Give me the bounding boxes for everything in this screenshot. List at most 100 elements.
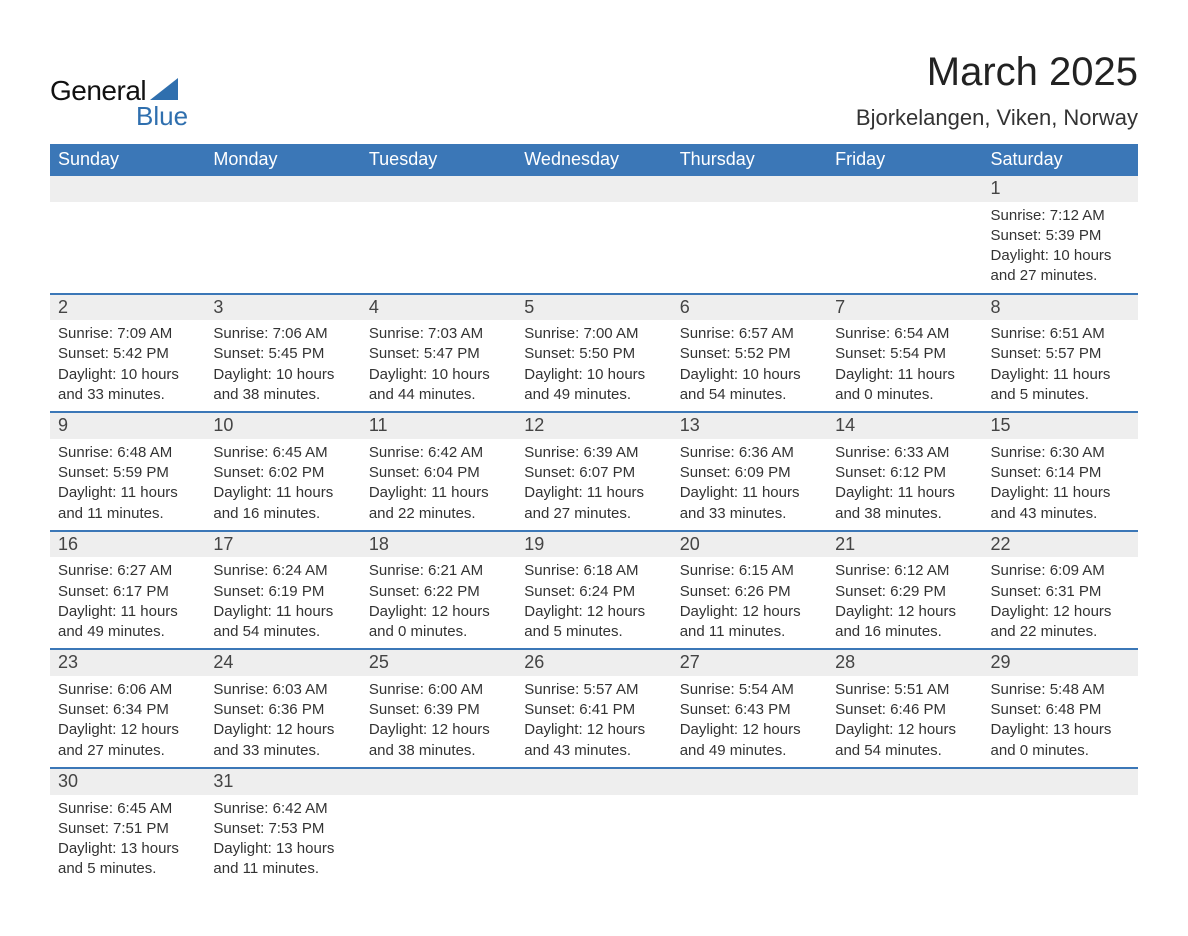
day-detail-cell: Sunrise: 6:36 AMSunset: 6:09 PMDaylight:… bbox=[672, 439, 827, 531]
day-detail-row: Sunrise: 6:27 AMSunset: 6:17 PMDaylight:… bbox=[50, 557, 1138, 649]
sunset-text: Sunset: 7:53 PM bbox=[213, 819, 352, 839]
day-number: 28 bbox=[827, 650, 982, 676]
day-number-cell: 25 bbox=[361, 649, 516, 676]
day-number: 13 bbox=[672, 413, 827, 439]
daylight-text: Daylight: 11 hours and 16 minutes. bbox=[213, 483, 352, 524]
day-details: Sunrise: 6:00 AMSunset: 6:39 PMDaylight:… bbox=[361, 676, 516, 767]
day-details: Sunrise: 5:51 AMSunset: 6:46 PMDaylight:… bbox=[827, 676, 982, 767]
day-number-cell: 7 bbox=[827, 294, 982, 321]
sunrise-text: Sunrise: 6:39 AM bbox=[524, 443, 663, 463]
day-detail-cell bbox=[361, 202, 516, 294]
day-details: Sunrise: 6:03 AMSunset: 6:36 PMDaylight:… bbox=[205, 676, 360, 767]
daylight-text: Daylight: 12 hours and 27 minutes. bbox=[58, 720, 197, 761]
day-number-cell: 22 bbox=[983, 531, 1138, 558]
daylight-text: Daylight: 10 hours and 44 minutes. bbox=[369, 365, 508, 406]
day-detail-cell: Sunrise: 6:18 AMSunset: 6:24 PMDaylight:… bbox=[516, 557, 671, 649]
day-number-cell: 31 bbox=[205, 768, 360, 795]
day-details: Sunrise: 6:57 AMSunset: 5:52 PMDaylight:… bbox=[672, 320, 827, 411]
day-detail-cell: Sunrise: 6:42 AMSunset: 6:04 PMDaylight:… bbox=[361, 439, 516, 531]
day-detail-cell bbox=[50, 202, 205, 294]
sunset-text: Sunset: 5:54 PM bbox=[835, 344, 974, 364]
sunset-text: Sunset: 6:02 PM bbox=[213, 463, 352, 483]
day-detail-cell: Sunrise: 6:12 AMSunset: 6:29 PMDaylight:… bbox=[827, 557, 982, 649]
day-number: 12 bbox=[516, 413, 671, 439]
sunrise-text: Sunrise: 5:54 AM bbox=[680, 680, 819, 700]
day-details: Sunrise: 6:48 AMSunset: 5:59 PMDaylight:… bbox=[50, 439, 205, 530]
day-number: 6 bbox=[672, 295, 827, 321]
day-details: Sunrise: 6:30 AMSunset: 6:14 PMDaylight:… bbox=[983, 439, 1138, 530]
sunset-text: Sunset: 5:59 PM bbox=[58, 463, 197, 483]
day-detail-cell: Sunrise: 5:57 AMSunset: 6:41 PMDaylight:… bbox=[516, 676, 671, 768]
sunrise-text: Sunrise: 7:00 AM bbox=[524, 324, 663, 344]
day-number-cell bbox=[672, 768, 827, 795]
day-number: 4 bbox=[361, 295, 516, 321]
day-details: Sunrise: 6:15 AMSunset: 6:26 PMDaylight:… bbox=[672, 557, 827, 648]
day-detail-cell: Sunrise: 5:48 AMSunset: 6:48 PMDaylight:… bbox=[983, 676, 1138, 768]
day-number-cell: 23 bbox=[50, 649, 205, 676]
logo-text-blue: Blue bbox=[136, 101, 188, 132]
day-number-cell: 11 bbox=[361, 412, 516, 439]
day-details: Sunrise: 7:06 AMSunset: 5:45 PMDaylight:… bbox=[205, 320, 360, 411]
day-number: 1 bbox=[983, 176, 1138, 202]
daylight-text: Daylight: 13 hours and 11 minutes. bbox=[213, 839, 352, 880]
day-detail-row: Sunrise: 6:48 AMSunset: 5:59 PM Daylight:… bbox=[50, 439, 1138, 531]
sunrise-text: Sunrise: 6:15 AM bbox=[680, 561, 819, 581]
day-detail-cell: Sunrise: 7:12 AMSunset: 5:39 PMDaylight:… bbox=[983, 202, 1138, 294]
day-number-cell bbox=[827, 768, 982, 795]
day-details: Sunrise: 6:39 AMSunset: 6:07 PMDaylight:… bbox=[516, 439, 671, 530]
day-number: 11 bbox=[361, 413, 516, 439]
day-number: 10 bbox=[205, 413, 360, 439]
sunset-text: Sunset: 6:04 PM bbox=[369, 463, 508, 483]
daylight-text: Daylight: 13 hours and 0 minutes. bbox=[991, 720, 1130, 761]
day-number: 24 bbox=[205, 650, 360, 676]
day-details: Sunrise: 6:42 AMSunset: 6:04 PMDaylight:… bbox=[361, 439, 516, 530]
day-detail-row: Sunrise: 6:06 AMSunset: 6:34 PMDaylight:… bbox=[50, 676, 1138, 768]
day-number: 22 bbox=[983, 532, 1138, 558]
day-number: 21 bbox=[827, 532, 982, 558]
day-number-cell bbox=[516, 176, 671, 202]
daylight-text: Daylight: 11 hours and 49 minutes. bbox=[58, 602, 197, 643]
day-number-cell: 2 bbox=[50, 294, 205, 321]
sunrise-text: Sunrise: 6:48 AM bbox=[58, 443, 197, 463]
sunrise-text: Sunrise: 6:54 AM bbox=[835, 324, 974, 344]
day-number: 7 bbox=[827, 295, 982, 321]
day-number-cell: 19 bbox=[516, 531, 671, 558]
sunset-text: Sunset: 6:17 PM bbox=[58, 582, 197, 602]
day-number: 25 bbox=[361, 650, 516, 676]
daylight-text: Daylight: 10 hours and 38 minutes. bbox=[213, 365, 352, 406]
sunset-text: Sunset: 6:31 PM bbox=[991, 582, 1130, 602]
sunrise-text: Sunrise: 6:18 AM bbox=[524, 561, 663, 581]
day-detail-cell bbox=[361, 795, 516, 886]
day-detail-cell: Sunrise: 6:06 AMSunset: 6:34 PMDaylight:… bbox=[50, 676, 205, 768]
day-number: 17 bbox=[205, 532, 360, 558]
day-number: 27 bbox=[672, 650, 827, 676]
day-number-cell bbox=[827, 176, 982, 202]
day-details: Sunrise: 6:21 AMSunset: 6:22 PMDaylight:… bbox=[361, 557, 516, 648]
weekday-header: Wednesday bbox=[516, 144, 671, 176]
sunset-text: Sunset: 5:45 PM bbox=[213, 344, 352, 364]
day-detail-cell bbox=[827, 202, 982, 294]
day-number-cell: 30 bbox=[50, 768, 205, 795]
daylight-text: Daylight: 11 hours and 27 minutes. bbox=[524, 483, 663, 524]
sunrise-text: Sunrise: 6:57 AM bbox=[680, 324, 819, 344]
sunset-text: Sunset: 7:51 PM bbox=[58, 819, 197, 839]
day-number: 8 bbox=[983, 295, 1138, 321]
day-number: 2 bbox=[50, 295, 205, 321]
day-number-row: 1 bbox=[50, 176, 1138, 202]
day-number-cell: 8 bbox=[983, 294, 1138, 321]
day-detail-cell: Sunrise: 6:03 AMSunset: 6:36 PMDaylight:… bbox=[205, 676, 360, 768]
day-number: 31 bbox=[205, 769, 360, 795]
day-detail-cell: Sunrise: 6:42 AMSunset: 7:53 PMDaylight:… bbox=[205, 795, 360, 886]
sunset-text: Sunset: 6:48 PM bbox=[991, 700, 1130, 720]
sunset-text: Sunset: 6:39 PM bbox=[369, 700, 508, 720]
day-number-cell: 10 bbox=[205, 412, 360, 439]
daylight-text: Daylight: 10 hours and 49 minutes. bbox=[524, 365, 663, 406]
day-details: Sunrise: 6:36 AMSunset: 6:09 PMDaylight:… bbox=[672, 439, 827, 530]
day-detail-row: Sunrise: 7:12 AMSunset: 5:39 PMDaylight:… bbox=[50, 202, 1138, 294]
sunrise-text: Sunrise: 5:48 AM bbox=[991, 680, 1130, 700]
logo-text-general: General bbox=[50, 75, 146, 107]
day-details: Sunrise: 7:09 AMSunset: 5:42 PMDaylight:… bbox=[50, 320, 205, 411]
day-number-cell: 13 bbox=[672, 412, 827, 439]
day-detail-cell: Sunrise: 6:54 AMSunset: 5:54 PMDaylight:… bbox=[827, 320, 982, 412]
day-detail-cell: Sunrise: 6:57 AMSunset: 5:52 PMDaylight:… bbox=[672, 320, 827, 412]
